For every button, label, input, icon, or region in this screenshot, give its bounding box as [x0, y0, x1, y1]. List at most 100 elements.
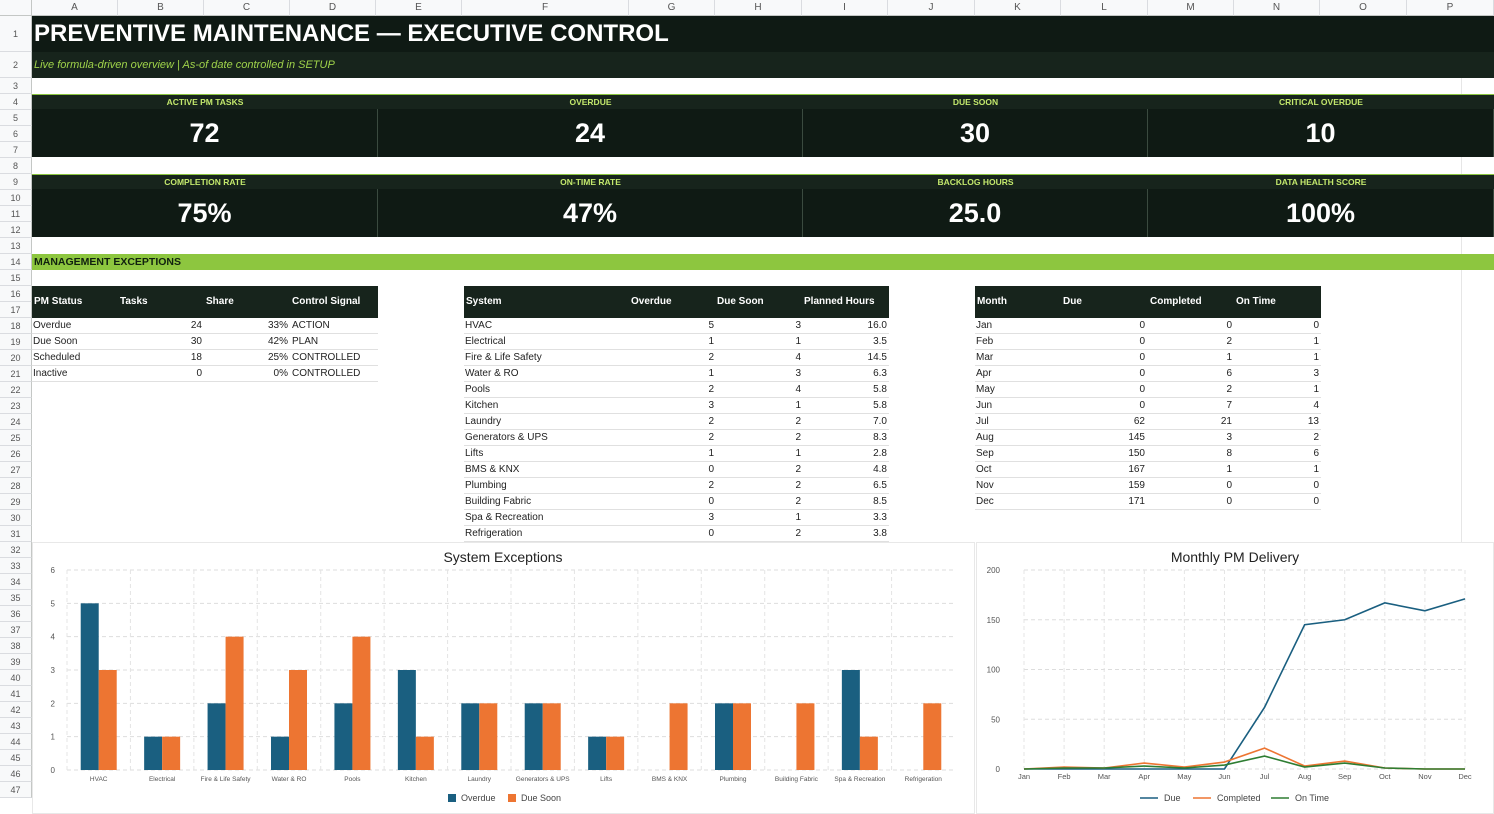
row-header-7[interactable]: 7 [0, 142, 32, 158]
row-header-36[interactable]: 36 [0, 606, 32, 622]
column-header-k[interactable]: K [975, 0, 1061, 16]
row-header-31[interactable]: 31 [0, 526, 32, 542]
x-tick-label: Kitchen [405, 776, 427, 783]
row-header-26[interactable]: 26 [0, 446, 32, 462]
table-cell: 14.5 [867, 352, 887, 363]
column-header-g[interactable]: G [629, 0, 715, 16]
row-header-11[interactable]: 11 [0, 206, 32, 222]
column-label: Tasks [120, 296, 148, 307]
system-exceptions-chart[interactable]: System Exceptions 0 1 2 3 4 5 6 HVAC Electrical Fi… [32, 542, 975, 814]
table-cell: 159 [1128, 480, 1145, 491]
table-row: Sep 150 8 6 [975, 446, 1321, 462]
row-header-45[interactable]: 45 [0, 750, 32, 766]
bar-overdue [207, 703, 226, 770]
row-header-40[interactable]: 40 [0, 670, 32, 686]
column-header-o[interactable]: O [1320, 0, 1407, 16]
row-header-27[interactable]: 27 [0, 462, 32, 478]
x-tick-label: HVAC [90, 776, 108, 783]
column-header-b[interactable]: B [118, 0, 204, 16]
chart-title: System Exceptions [443, 549, 562, 565]
column-header-p[interactable]: P [1407, 0, 1494, 16]
column-header-d[interactable]: D [290, 0, 376, 16]
row-header-3[interactable]: 3 [0, 78, 32, 94]
row-header-25[interactable]: 25 [0, 430, 32, 446]
table-cell: 42% [267, 336, 288, 347]
row-header-20[interactable]: 20 [0, 350, 32, 366]
row-header-43[interactable]: 43 [0, 718, 32, 734]
row-header-23[interactable]: 23 [0, 398, 32, 414]
row-header-16[interactable]: 16 [0, 286, 32, 302]
table-row: May 0 2 1 [975, 382, 1321, 398]
y-tick-label: 100 [987, 666, 1001, 675]
row-header-34[interactable]: 34 [0, 574, 32, 590]
row-header-44[interactable]: 44 [0, 734, 32, 750]
table-row: Dec 171 0 0 [975, 494, 1321, 510]
column-header-j[interactable]: J [888, 0, 975, 16]
row-header-6[interactable]: 6 [0, 126, 32, 142]
x-tick-label: Dec [1458, 772, 1472, 781]
column-header-n[interactable]: N [1234, 0, 1320, 16]
row-header-28[interactable]: 28 [0, 478, 32, 494]
table-header: System Overdue Due Soon Planned Hours [464, 286, 889, 318]
x-tick-label: Jan [1018, 772, 1030, 781]
row-header-18[interactable]: 18 [0, 318, 32, 334]
row-header-9[interactable]: 9 [0, 174, 32, 190]
table-cell: 0 [1139, 368, 1145, 379]
bar-overdue [524, 703, 543, 770]
select-all-corner[interactable] [0, 0, 32, 16]
row-header-35[interactable]: 35 [0, 590, 32, 606]
row-header-8[interactable]: 8 [0, 158, 32, 174]
row-header-46[interactable]: 46 [0, 766, 32, 782]
row-header-1[interactable]: 1 [0, 16, 32, 52]
row-header-42[interactable]: 42 [0, 702, 32, 718]
row-header-19[interactable]: 19 [0, 334, 32, 350]
row-header-4[interactable]: 4 [0, 94, 32, 110]
column-header-i[interactable]: I [802, 0, 888, 16]
table-row: Aug 145 3 2 [975, 430, 1321, 446]
column-header-l[interactable]: L [1061, 0, 1148, 16]
row-header-22[interactable]: 22 [0, 382, 32, 398]
column-header-f[interactable]: F [462, 0, 629, 16]
table-cell: 3 [708, 400, 714, 411]
table-row: Generators & UPS 2 2 8.3 [464, 430, 889, 446]
bar-due-soon [162, 736, 181, 770]
page-subtitle: Live formula-driven overview | As-of dat… [32, 52, 1494, 78]
row-header-24[interactable]: 24 [0, 414, 32, 430]
table-cell: 1 [1226, 352, 1232, 363]
row-header-15[interactable]: 15 [0, 270, 32, 286]
row-header-12[interactable]: 12 [0, 222, 32, 238]
row-header-41[interactable]: 41 [0, 686, 32, 702]
row-header-30[interactable]: 30 [0, 510, 32, 526]
row-header-47[interactable]: 47 [0, 782, 32, 798]
column-header-e[interactable]: E [376, 0, 462, 16]
table-cell: 5 [708, 320, 714, 331]
bar-due-soon [415, 736, 434, 770]
table-cell: 16.0 [867, 320, 887, 331]
row-header-37[interactable]: 37 [0, 622, 32, 638]
table-cell: 3.3 [873, 512, 887, 523]
column-header-h[interactable]: H [715, 0, 802, 16]
column-header-m[interactable]: M [1148, 0, 1234, 16]
column-label: Completed [1150, 296, 1202, 307]
row-header-29[interactable]: 29 [0, 494, 32, 510]
table-cell: 2 [708, 480, 714, 491]
table-row: BMS & KNX 0 2 4.8 [464, 462, 889, 478]
row-header-39[interactable]: 39 [0, 654, 32, 670]
row-header-33[interactable]: 33 [0, 558, 32, 574]
table-cell: Generators & UPS [465, 432, 548, 443]
column-label: On Time [1236, 296, 1276, 307]
row-header-13[interactable]: 13 [0, 238, 32, 254]
row-header-21[interactable]: 21 [0, 366, 32, 382]
row-header-5[interactable]: 5 [0, 110, 32, 126]
row-header-10[interactable]: 10 [0, 190, 32, 206]
row-header-32[interactable]: 32 [0, 542, 32, 558]
row-header-14[interactable]: 14 [0, 254, 32, 270]
column-header-a[interactable]: A [32, 0, 118, 16]
monthly-delivery-chart[interactable]: Monthly PM Delivery 0 50 100 150 200 Jan Feb Mar… [976, 542, 1494, 814]
row-header-2[interactable]: 2 [0, 52, 32, 78]
column-header-c[interactable]: C [204, 0, 290, 16]
row-header-17[interactable]: 17 [0, 302, 32, 318]
row-header-38[interactable]: 38 [0, 638, 32, 654]
bar-due-soon [669, 703, 688, 770]
legend-label: Completed [1217, 793, 1261, 803]
